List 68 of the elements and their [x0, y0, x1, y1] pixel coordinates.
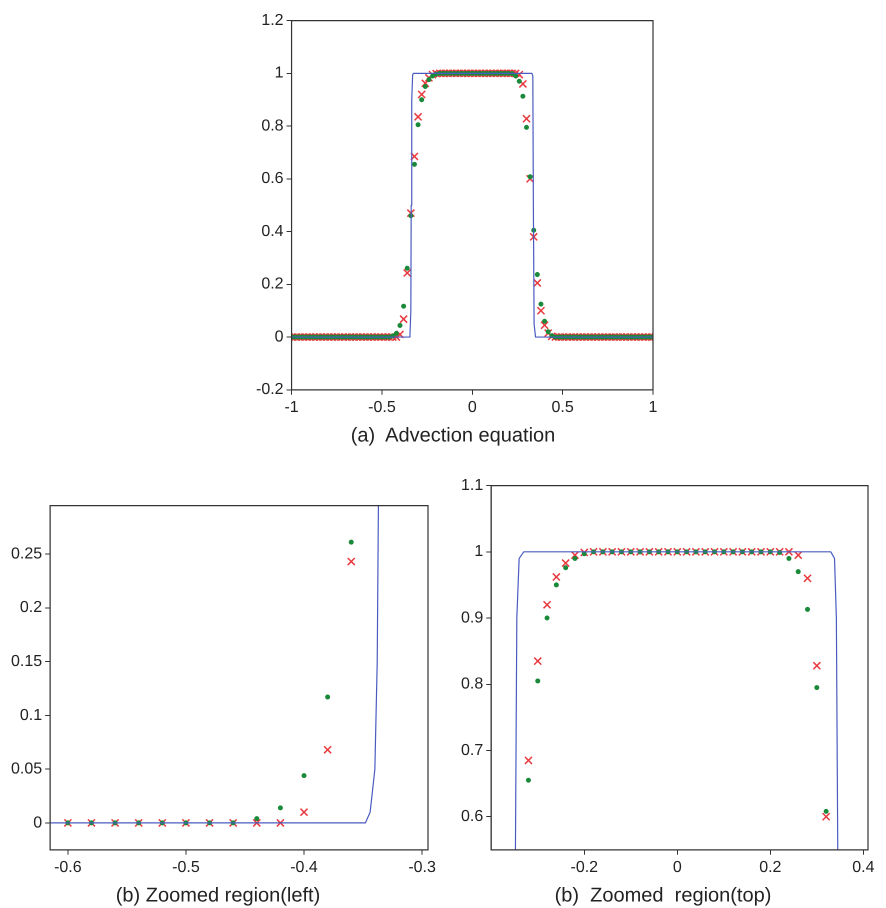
point: [524, 756, 533, 765]
y-tick-label: 0.15: [11, 652, 42, 670]
y-tick-label: 0.6: [460, 808, 484, 826]
point: [302, 773, 307, 778]
point: [570, 550, 580, 560]
point: [796, 569, 801, 574]
point: [252, 818, 262, 828]
x-tick-label: -0.3: [408, 858, 436, 876]
point: [276, 818, 285, 828]
point: [278, 805, 283, 810]
y-tick-label: 0.4: [261, 222, 284, 240]
x-tick-label: -0.6: [54, 858, 82, 876]
point: [554, 582, 559, 588]
x-tick-label: 1: [648, 398, 658, 416]
y-tick-label: 0: [274, 328, 284, 346]
text: (a) Advection equation: [350, 424, 556, 447]
point: [544, 616, 550, 621]
x-tick-label: -0.5: [172, 858, 200, 876]
point: [300, 808, 308, 816]
point: [526, 778, 531, 783]
y-tick-label: 0.8: [460, 676, 484, 693]
y-tick-label: 1.1: [460, 477, 484, 494]
point: [254, 816, 260, 822]
point: [794, 550, 803, 560]
point: [323, 745, 332, 754]
x-tick-label: 0.4: [852, 858, 875, 876]
y-tick-label: 0.2: [261, 276, 284, 293]
y-tick-label: 1.2: [261, 12, 284, 30]
point: [533, 656, 542, 666]
point: [325, 694, 330, 700]
y-tick-label: 0.1: [20, 706, 42, 724]
point: [814, 685, 820, 690]
point: [572, 556, 578, 561]
point: [348, 540, 354, 545]
point: [824, 808, 829, 814]
x-tick-label: -0.2: [570, 858, 598, 876]
point: [803, 574, 812, 583]
y-tick-label: 0.05: [11, 760, 42, 778]
y-tick-label: -0.2: [256, 381, 284, 398]
point: [580, 548, 589, 557]
y-tick-label: 0: [33, 814, 42, 832]
point: [561, 558, 570, 568]
point: [805, 606, 810, 612]
text: (b) Zoomed region(left): [116, 884, 320, 907]
x-tick-label: 0.2: [759, 858, 782, 876]
point: [784, 548, 794, 556]
x-tick-label: 0.5: [552, 398, 574, 416]
x-tick-label: -1: [284, 398, 299, 416]
y-tick-label: 0.2: [20, 599, 42, 616]
point: [812, 661, 822, 670]
y-tick-label: 0.25: [11, 545, 42, 562]
y-tick-label: 0.6: [261, 170, 284, 188]
point: [552, 572, 561, 582]
point: [535, 678, 540, 684]
point: [346, 557, 356, 566]
point: [542, 600, 552, 610]
point: [786, 556, 792, 561]
x-tick-label: -0.5: [368, 398, 396, 416]
y-tick-label: 1: [274, 64, 284, 82]
y-tick-label: 1: [474, 543, 484, 560]
point: [822, 812, 830, 821]
y-tick-label: 0.8: [261, 117, 284, 134]
y-tick-label: 0.7: [460, 742, 484, 759]
x-tick-label: -0.4: [290, 858, 318, 876]
text: (b) Zoomed region(top): [554, 884, 772, 907]
y-tick-label: 0.9: [460, 609, 484, 626]
point: [563, 565, 568, 570]
x-tick-label: 0: [672, 858, 682, 876]
